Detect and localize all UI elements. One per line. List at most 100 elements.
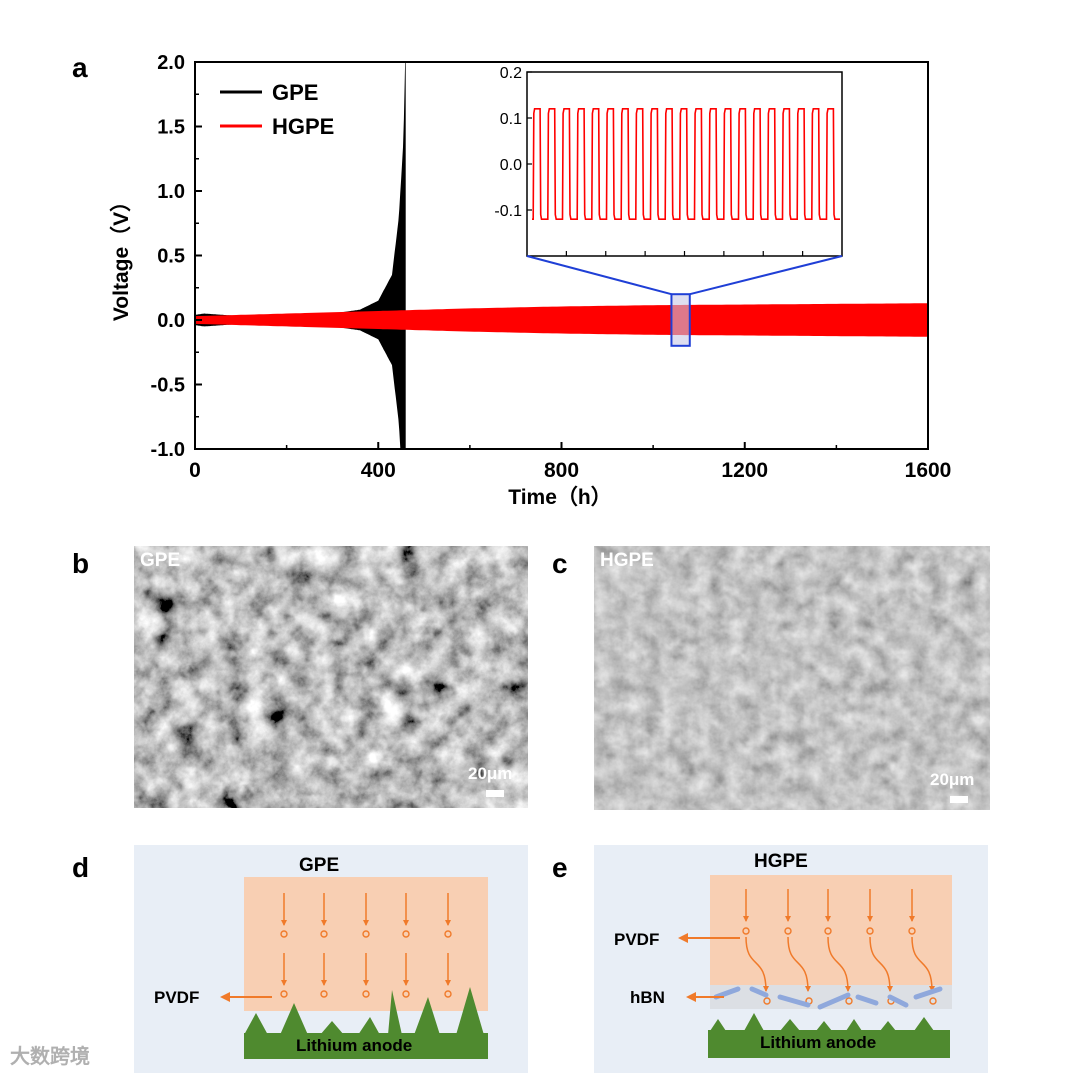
ion-flux-arrowhead — [281, 980, 287, 986]
scalebar-label-gpe: 20μm — [468, 764, 513, 783]
panel-label-d: d — [72, 852, 90, 883]
sem-texture-smooth — [594, 546, 990, 810]
inset-series-hgpe — [532, 108, 840, 220]
scalebar-gpe — [486, 790, 504, 797]
ion-flux-arrowhead — [403, 980, 409, 986]
ion-redirect-arrowhead — [845, 986, 851, 992]
watermark: 大数跨境 — [10, 1046, 90, 1068]
inset-y-tick-label: 0.0 — [500, 157, 522, 174]
anode-label-gpe: Lithium anode — [296, 1036, 413, 1055]
y-tick-label: 0.5 — [157, 246, 185, 268]
x-tick-label: 800 — [544, 459, 579, 482]
inset-frame — [526, 71, 843, 257]
inset-y-tick-label: 0.2 — [500, 65, 522, 82]
lithium-ion — [444, 930, 452, 938]
dendrites-gpe — [244, 987, 484, 1035]
ion-redirect-arrowhead — [887, 986, 893, 992]
panel-label-e: e — [552, 852, 568, 883]
legend: GPE HGPE — [220, 80, 334, 139]
ion-redirect-path — [911, 936, 933, 992]
x-tick-label: 400 — [361, 459, 396, 482]
y-tick-label: 2.0 — [157, 52, 185, 74]
series-gpe — [195, 62, 406, 449]
ion-redirect-path — [745, 936, 767, 992]
lithium-ion — [845, 997, 853, 1005]
series-hgpe — [195, 303, 928, 337]
x-tick-label: 1600 — [905, 459, 952, 482]
ion-flux-arrowhead — [867, 916, 873, 922]
hbn-flake — [713, 986, 741, 1000]
hbn-flake — [817, 992, 851, 1010]
ion-redirect-arrowhead — [763, 986, 769, 992]
lithium-ion — [362, 990, 370, 998]
lithium-anode-gpe — [244, 1033, 488, 1059]
x-tick-label: 1200 — [721, 459, 768, 482]
ion-flux-arrowhead — [321, 980, 327, 986]
panel-label-c: c — [552, 548, 568, 579]
hbn-flake — [749, 986, 769, 998]
hbn-flake — [777, 994, 811, 1008]
pvdf-label-hgpe: PVDF — [614, 930, 660, 949]
ion-flux-arrowhead — [825, 916, 831, 922]
lithium-ion — [444, 990, 452, 998]
sem-texture-rough — [134, 546, 528, 808]
panel-label-a: a — [72, 52, 88, 83]
inset-y-tick-label: -0.1 — [494, 203, 522, 220]
lithium-ion — [824, 927, 832, 935]
lithium-ion — [929, 997, 937, 1005]
legend-label-gpe: GPE — [272, 80, 318, 105]
ion-flux-arrowhead — [321, 920, 327, 926]
lithium-ion — [320, 930, 328, 938]
x-tick-label: 0 — [189, 459, 201, 482]
hbn-pointer-head-hgpe — [686, 992, 696, 1002]
y-axis-label: Voltage（V） — [109, 191, 133, 321]
scalebar-label-hgpe: 20μm — [930, 770, 975, 789]
ion-redirect-path — [869, 936, 891, 992]
pvdf-label-gpe: PVDF — [154, 988, 200, 1007]
inset-connector-right — [689, 255, 843, 296]
schematic-title-hgpe: HGPE — [754, 851, 808, 872]
y-tick-label: 0.0 — [157, 310, 185, 332]
sem-image-gpe: GPE 20μm — [134, 546, 528, 808]
ion-flux-arrowhead — [403, 920, 409, 926]
ion-flux-arrowhead — [909, 916, 915, 922]
dendrites-hgpe — [710, 1013, 952, 1031]
y-tick-label: 1.5 — [157, 117, 185, 139]
lithium-ion — [280, 990, 288, 998]
series-group — [195, 62, 928, 449]
ion-flux-arrowhead — [363, 920, 369, 926]
ion-flux-arrowhead — [743, 916, 749, 922]
schematic-title-gpe: GPE — [299, 855, 340, 876]
y-tick-label: -1.0 — [151, 439, 185, 461]
lithium-ion — [866, 927, 874, 935]
schematic-hgpe-art — [678, 875, 952, 1058]
sem-image-hgpe: HGPE 20μm — [594, 546, 990, 810]
ion-flux-arrowhead — [363, 980, 369, 986]
hbn-flake — [855, 994, 879, 1006]
ion-redirect-path — [787, 936, 809, 992]
ion-flux-arrowhead — [445, 920, 451, 926]
zoom-highlight-box — [670, 293, 691, 347]
anode-label-hgpe: Lithium anode — [760, 1033, 877, 1052]
schematic-gpe: GPE PVDF Lithium anode — [134, 845, 528, 1073]
scalebar-hgpe — [950, 796, 968, 803]
lithium-anode-hgpe — [708, 1030, 950, 1058]
lithium-ion — [362, 930, 370, 938]
sem-title-gpe: GPE — [140, 550, 181, 571]
y-tick-label: -0.5 — [151, 375, 185, 397]
hbn-flake — [913, 986, 943, 1000]
panel-label-b: b — [72, 548, 90, 579]
hbn-label-hgpe: hBN — [630, 988, 665, 1007]
lithium-ion — [402, 990, 410, 998]
lithium-ion — [280, 930, 288, 938]
schematic-gpe-art — [220, 877, 488, 1059]
voltage-chart: 0 400 800 1200 1600 -1.0 -0.5 0.0 0.5 1.0 1.5 2.0 T… — [109, 52, 952, 509]
lithium-ion — [784, 927, 792, 935]
ion-redirect-arrowhead — [929, 986, 935, 992]
ion-redirect-path — [827, 936, 849, 992]
lithium-ion — [402, 930, 410, 938]
x-axis-label: Time（h） — [508, 485, 611, 509]
lithium-ion — [763, 997, 771, 1005]
pvdf-pointer-head-gpe — [220, 992, 230, 1002]
pvdf-pointer-head-hgpe — [678, 933, 688, 943]
